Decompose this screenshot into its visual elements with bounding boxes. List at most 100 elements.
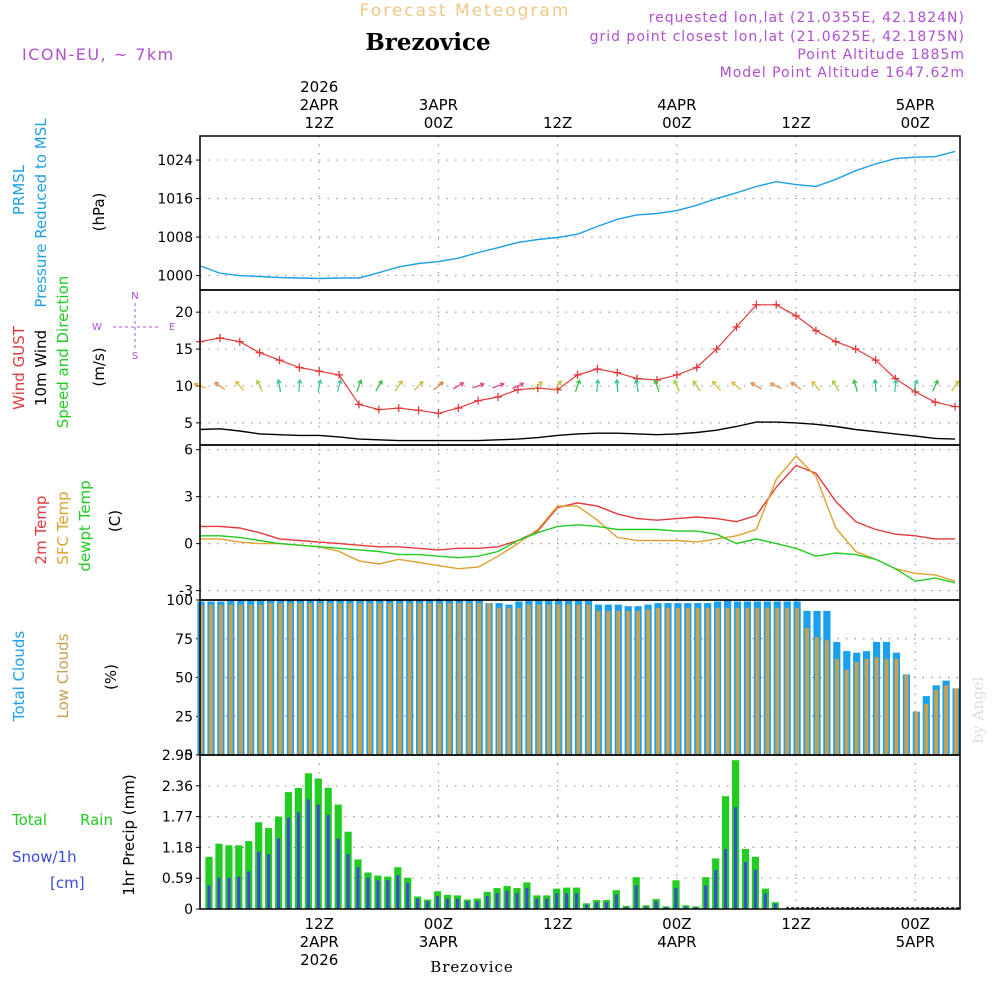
low-clouds-bar <box>864 658 869 755</box>
y-tick-label: 10 <box>175 379 193 395</box>
low-clouds-bar <box>457 603 462 755</box>
low-clouds-bar <box>288 603 293 755</box>
low-clouds-bar <box>934 689 939 755</box>
ylabel-c: (C) <box>106 510 124 532</box>
gust-marker <box>851 345 860 354</box>
panel-3: -3 0 3 6 <box>179 443 960 600</box>
label-prmsl: PRMSL <box>10 164 28 215</box>
low-clouds-bar <box>278 603 283 755</box>
y-tick-label: 100 <box>166 593 193 609</box>
gust-marker <box>831 337 840 346</box>
snow-bar <box>346 854 350 909</box>
low-clouds-bar <box>546 604 551 755</box>
low-clouds-bar <box>636 610 641 755</box>
panel-1: 1000 1008 1016 1024 <box>157 136 960 290</box>
gust-marker <box>513 385 522 394</box>
low-clouds-bar <box>874 657 879 755</box>
y-tick-label: 6 <box>184 443 193 459</box>
label-total-clouds: Total Clouds <box>10 631 28 723</box>
watermark: by Angel <box>969 676 987 743</box>
wind-direction-arrow <box>633 378 640 392</box>
low-clouds-bar <box>924 703 929 755</box>
low-clouds-bar <box>894 658 899 755</box>
low-clouds-bar <box>308 603 313 755</box>
model-label: ICON-EU, ~ 7km <box>22 45 175 64</box>
y-tick-label: -3 <box>179 584 193 600</box>
gust-marker <box>811 326 820 335</box>
low-clouds-bar <box>646 609 651 755</box>
low-clouds-bar <box>834 658 839 755</box>
y-tick-label: 0 <box>184 748 193 764</box>
location-title: Brezovice <box>365 29 490 56</box>
panel-2: 5 10 15 20 N S W E <box>92 290 960 445</box>
low-clouds-bar <box>795 607 800 756</box>
gust-marker <box>494 393 503 402</box>
low-clouds-bar <box>377 603 382 755</box>
snow-bar <box>465 901 469 909</box>
low-clouds-bar <box>775 607 780 756</box>
low-clouds-bar <box>576 604 581 755</box>
pressure-line <box>199 150 956 280</box>
low-clouds-bar <box>755 607 760 756</box>
wind-direction-arrow <box>594 378 601 392</box>
wind-direction-arrow <box>255 379 263 392</box>
snow-bar <box>664 906 668 909</box>
low-clouds-bar <box>507 607 511 756</box>
snow-bar <box>455 898 459 909</box>
snow-bar <box>217 877 221 909</box>
ylabel-percent: (%) <box>102 664 120 690</box>
y-tick-label: 2.95 <box>162 748 193 764</box>
top-time-label: 00Z <box>424 114 453 132</box>
gust-marker <box>911 387 920 396</box>
low-clouds-bar <box>606 610 611 755</box>
bottom-time-label: 4APR <box>657 933 696 951</box>
app-title: Forecast Meteogram <box>360 1 571 21</box>
wind-direction-arrow <box>433 381 444 391</box>
low-clouds-bar <box>447 603 452 755</box>
panel-frame-5 <box>199 754 961 910</box>
low-clouds-bar <box>497 607 501 756</box>
snow-bar <box>436 895 439 909</box>
wind-speed-line <box>199 421 956 442</box>
gust-marker <box>792 311 801 320</box>
y-tick-label: 0.59 <box>162 871 193 887</box>
ylabel-precip: 1hr Precip (mm) <box>120 774 138 895</box>
snow-bar <box>585 904 588 909</box>
low-clouds-bar <box>487 603 492 755</box>
label-2m-temp: 2m Temp <box>32 496 50 565</box>
gust-marker <box>871 356 880 365</box>
low-clouds-bar <box>695 607 700 756</box>
y-tick-label: 1024 <box>157 153 193 169</box>
wind-direction-arrow <box>553 379 562 392</box>
gust-marker <box>335 370 344 379</box>
low-clouds-bar <box>467 603 472 755</box>
low-clouds-bar <box>477 603 482 755</box>
low-clouds-bar <box>208 604 213 755</box>
snow-bar <box>485 895 489 909</box>
gust-marker <box>315 367 324 376</box>
snow-bar <box>267 854 271 909</box>
low-clouds-bar <box>258 604 263 755</box>
snow-bar <box>604 902 608 909</box>
gust-marker <box>593 364 602 373</box>
y-tick-label: 1016 <box>157 192 193 208</box>
total-precip-bar <box>205 856 213 909</box>
top-time-label: 3APR <box>419 96 458 114</box>
low-clouds-bar <box>705 607 710 756</box>
top-time-label: 2APR <box>300 96 339 114</box>
bottom-time-label: 00Z <box>424 915 453 933</box>
y-tick-label: 3 <box>184 490 193 506</box>
gust-marker <box>275 356 284 365</box>
low-clouds-bar <box>814 637 819 755</box>
gust-marker <box>732 322 741 331</box>
wind-direction-arrow <box>730 381 742 391</box>
gust-marker <box>573 370 582 379</box>
gust-marker <box>235 337 244 346</box>
snow-bar <box>724 849 728 909</box>
low-clouds-bar <box>805 627 809 755</box>
gust-marker <box>931 398 940 407</box>
label-wind-gust: Wind GUST <box>10 325 28 410</box>
wind-direction-arrow <box>831 379 840 392</box>
y-tick-label: 75 <box>175 632 193 648</box>
